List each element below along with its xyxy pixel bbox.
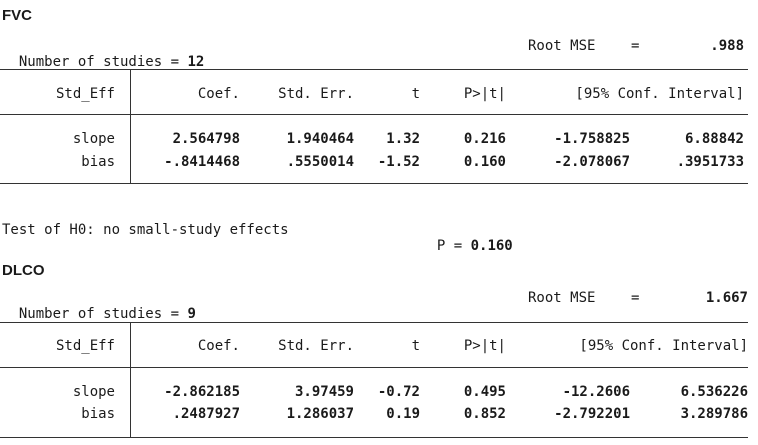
studies-value: 9 xyxy=(187,306,196,322)
t-value: -1.52 xyxy=(377,154,420,170)
fvc-test-p: P = 0.160 xyxy=(420,222,513,254)
p-value: 0.495 xyxy=(463,384,506,400)
studies-label: Number of studies = xyxy=(18,54,180,70)
dlco-header-rule xyxy=(0,367,748,368)
p-value: 0.160 xyxy=(463,154,506,170)
se-value: 1.940464 xyxy=(286,131,354,147)
t-value: 0.19 xyxy=(386,406,420,422)
ci-high-value: .3951733 xyxy=(676,154,744,170)
coef-value: -2.862185 xyxy=(164,384,240,400)
dlco-table-top-rule xyxy=(0,322,748,323)
fvc-test-label: Test of H0: no small-study effects xyxy=(2,222,289,238)
fvc-studies-count: Number of studies = 12 xyxy=(2,38,204,70)
dlco-rmse-value: 1.667 xyxy=(705,290,748,306)
row-label: bias xyxy=(81,406,115,422)
ci-low-value: -2.792201 xyxy=(554,406,630,422)
col-conf-interval: [95% Conf. Interval] xyxy=(579,338,748,354)
se-value: 3.97459 xyxy=(294,384,354,400)
t-value: 1.32 xyxy=(386,131,420,147)
fvc-rmse-label: Root MSE xyxy=(528,38,596,54)
col-std-eff: Std_Eff xyxy=(55,86,115,102)
se-value: .5550014 xyxy=(286,154,354,170)
col-std-err: Std. Err. xyxy=(278,338,354,354)
coef-value: 2.564798 xyxy=(172,131,240,147)
coef-value: .2487927 xyxy=(172,406,240,422)
ci-high-value: 3.289786 xyxy=(680,406,748,422)
fvc-rmse-eq: = xyxy=(631,38,640,54)
studies-label: Number of studies = xyxy=(18,306,180,322)
col-t: t xyxy=(411,338,420,354)
col-conf-interval: [95% Conf. Interval] xyxy=(575,86,744,102)
dlco-rmse-eq: = xyxy=(631,290,640,306)
col-p: P>|t| xyxy=(463,86,506,102)
coef-value: -.8414468 xyxy=(164,154,240,170)
fvc-table-top-rule xyxy=(0,69,748,70)
dlco-rmse-label: Root MSE xyxy=(528,290,596,306)
fvc-rmse-value: .988 xyxy=(710,38,744,54)
dlco-table-divider xyxy=(130,322,131,438)
row-label: slope xyxy=(72,384,115,400)
studies-value: 12 xyxy=(187,54,205,70)
p-value: 0.216 xyxy=(463,131,506,147)
ci-low-value: -12.2606 xyxy=(562,384,630,400)
dlco-studies-count: Number of studies = 9 xyxy=(2,290,196,322)
test-p-label: P = xyxy=(436,238,463,254)
test-p-value: 0.160 xyxy=(470,238,513,254)
col-coef: Coef. xyxy=(197,338,240,354)
ci-high-value: 6.88842 xyxy=(684,131,744,147)
col-coef: Coef. xyxy=(197,86,240,102)
col-p: P>|t| xyxy=(463,338,506,354)
ci-low-value: -1.758825 xyxy=(554,131,630,147)
col-std-eff: Std_Eff xyxy=(55,338,115,354)
col-t: t xyxy=(411,86,420,102)
fvc-header-rule xyxy=(0,114,748,115)
se-value: 1.286037 xyxy=(286,406,354,422)
dlco-table-bottom-rule xyxy=(0,437,748,438)
t-value: -0.72 xyxy=(377,384,420,400)
fvc-heading: FVC xyxy=(2,7,32,24)
fvc-table-divider xyxy=(130,69,131,184)
ci-high-value: 6.536226 xyxy=(680,384,748,400)
row-label: slope xyxy=(72,131,115,147)
ci-low-value: -2.078067 xyxy=(554,154,630,170)
col-std-err: Std. Err. xyxy=(278,86,354,102)
row-label: bias xyxy=(81,154,115,170)
dlco-heading: DLCO xyxy=(2,262,45,279)
p-value: 0.852 xyxy=(463,406,506,422)
fvc-table-bottom-rule xyxy=(0,183,748,184)
